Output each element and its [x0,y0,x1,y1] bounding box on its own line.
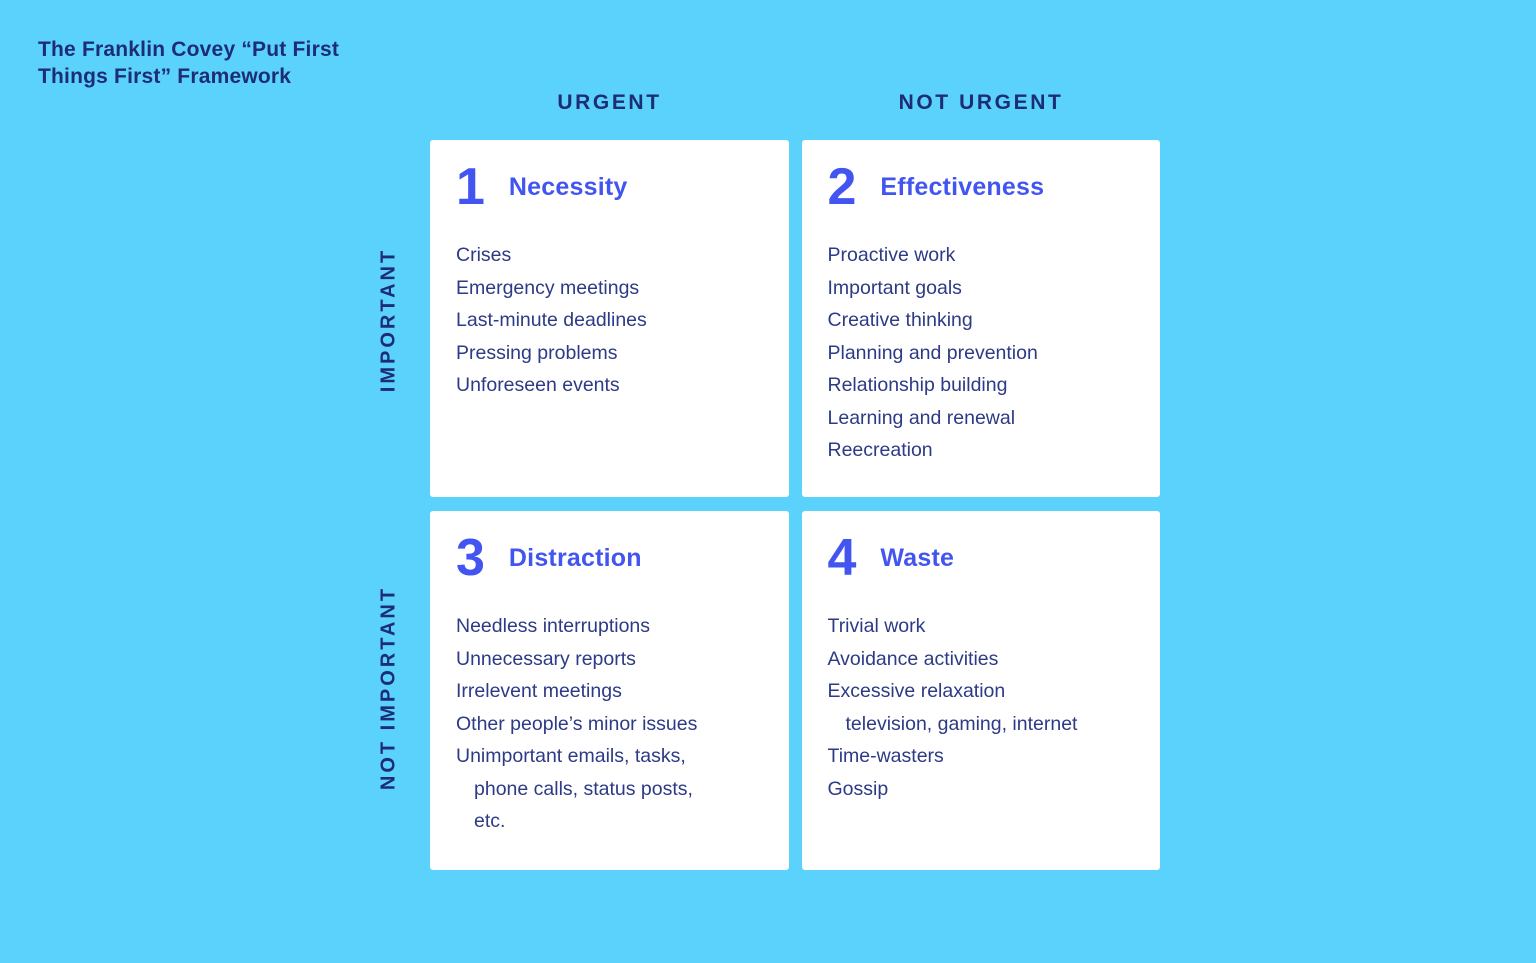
quadrant-2-number: 2 [827,158,857,216]
quadrant-2-effectiveness: 2 Effectiveness Proactive work Important … [801,140,1160,497]
quadrant-list-item: phone calls, status posts, [474,777,693,800]
quadrant-list-item: Reecreation [827,439,933,461]
quadrant-list-item: Trivial work [827,615,926,637]
quadrant-3-title: Distraction [508,543,642,572]
quadrant-list-item: Unnecessary reports [456,647,636,670]
quadrant-list-item: Emergency meetings [456,276,640,299]
page-title: The Franklin Covey “Put First Things Fir… [38,38,340,88]
quadrant-1-item-list: Crises Emergency meetings Last-minute dead… [456,239,767,402]
quadrant-3-header: 3 Distraction [456,532,767,584]
quadrant-grid: 1 Necessity Crises Emergency meetings Last… [430,140,1160,870]
quadrant-1-header: 1 Necessity [456,161,767,213]
quadrant-list-item: Other people’s minor issues [456,712,698,735]
row-header-not-important: NOT IMPORTANT [377,585,400,791]
quadrant-3-item-list: Needless interruptions Unnecessary report… [456,610,767,838]
quadrant-list-item: Gossip [827,777,889,800]
quadrant-1-title: Necessity [508,172,628,201]
quadrant-1-number: 1 [456,158,485,216]
row-header-important: IMPORTANT [377,247,400,393]
quadrant-list-item: Time-wasters [827,745,944,767]
quadrant-list-item: Proactive work [827,244,956,266]
quadrant-list-item: Irrelevent meetings [456,680,622,702]
quadrant-4-title: Waste [880,543,955,572]
quadrant-list-item: Excessive relaxation [827,680,1006,702]
quadrant-list-item: Creative thinking [827,309,973,331]
quadrant-list-item: Crises [456,244,512,266]
quadrant-list-item: Avoidance activities [827,647,999,670]
quadrant-4-waste: 4 Waste Trivial work Avoidance activities… [801,511,1160,870]
quadrant-3-number: 3 [456,529,485,587]
quadrant-2-item-list: Proactive work Important goals Creative th… [828,239,1139,467]
quadrant-list-item: Needless interruptions [456,615,651,637]
quadrant-3-distraction: 3 Distraction Needless interruptions Unne… [430,511,789,870]
quadrant-list-item: etc. [474,810,506,832]
quadrant-2-header: 2 Effectiveness [828,161,1139,213]
quadrant-list-item: Last-minute deadlines [456,309,647,331]
quadrant-4-number: 4 [827,529,857,587]
quadrant-4-item-list: Trivial work Avoidance activities Excessiv… [828,610,1139,805]
quadrant-list-item: Relationship building [827,374,1008,396]
quadrant-4-header: 4 Waste [828,532,1139,584]
quadrant-list-item: Learning and renewal [827,406,1016,429]
quadrant-list-item: Planning and prevention [827,341,1038,364]
column-header-urgent: URGENT [557,91,662,114]
quadrant-list-item: Pressing problems [456,341,618,364]
quadrant-list-item: television, gaming, internet [845,712,1078,735]
quadrant-list-item: Important goals [827,276,962,299]
quadrant-2-title: Effectiveness [880,172,1045,201]
quadrant-list-item: Unforeseen events [456,374,620,396]
column-header-not-urgent: NOT URGENT [898,91,1064,114]
quadrant-1-necessity: 1 Necessity Crises Emergency meetings Last… [430,140,789,497]
quadrant-list-item: Unimportant emails, tasks, [456,745,686,767]
